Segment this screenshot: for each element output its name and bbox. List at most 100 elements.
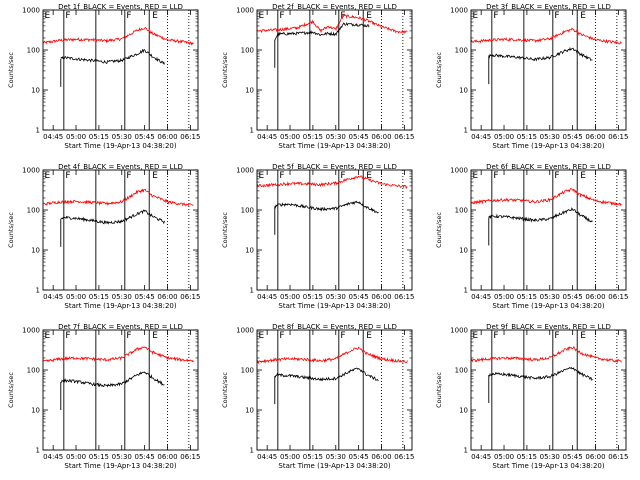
x-tick-label: 05:30: [326, 453, 346, 461]
x-tick-label: 05:00: [280, 293, 300, 301]
panel-4: Det 4f_BLACK = Events, RED = LLD Counts/s…: [7, 163, 200, 310]
x-tick-label: 06:00: [585, 293, 605, 301]
lld-series: [471, 345, 622, 364]
interval-marker: E: [45, 331, 51, 341]
x-tick-label: 06:00: [585, 133, 605, 141]
interval-marker: F: [65, 11, 70, 21]
interval-marker: E: [45, 11, 51, 21]
y-tick-label: 1000: [236, 7, 254, 15]
events-series: [274, 367, 379, 382]
x-axis-label: Start Time (19-Apr-13 04:38:20): [64, 462, 176, 470]
y-axis-label: Counts/sec: [221, 52, 229, 88]
x-axis-label: Start Time (19-Apr-13 04:38:20): [278, 142, 390, 150]
y-tick-label: 10: [459, 247, 468, 255]
plot-frame: [470, 9, 627, 131]
x-tick-label: 06:00: [157, 133, 177, 141]
panel-5: Det 5f_BLACK = Events, RED = LLD Counts/s…: [221, 163, 414, 310]
panel-7: Det 7f_BLACK = Events, RED = LLD Counts/s…: [7, 323, 200, 470]
x-tick-label: 04:45: [471, 293, 491, 301]
y-tick-label: 1: [464, 287, 468, 295]
interval-marker: E: [152, 11, 158, 21]
x-axis-label: Start Time (19-Apr-13 04:38:20): [64, 302, 176, 310]
x-tick-label: 06:00: [371, 293, 391, 301]
x-tick-label: 04:45: [257, 293, 277, 301]
x-tick-label: 05:45: [349, 293, 369, 301]
x-tick-label: 06:15: [608, 293, 628, 301]
x-tick-label: 05:45: [563, 293, 583, 301]
y-axis-label: Counts/sec: [7, 212, 15, 248]
x-axis-label: Start Time (19-Apr-13 04:38:20): [492, 142, 604, 150]
interval-marker: F: [493, 171, 498, 181]
x-axis-label: Start Time (19-Apr-13 04:38:20): [64, 142, 176, 150]
interval-marker: E: [259, 171, 265, 181]
x-tick-label: 05:00: [66, 293, 86, 301]
x-tick-label: 06:00: [371, 453, 391, 461]
y-tick-label: 1000: [450, 7, 468, 15]
y-tick-label: 100: [455, 367, 468, 375]
y-tick-label: 10: [245, 407, 254, 415]
x-axis-label: Start Time (19-Apr-13 04:38:20): [492, 462, 604, 470]
events-series: [60, 48, 165, 65]
x-axis-label: Start Time (19-Apr-13 04:38:20): [278, 462, 390, 470]
y-tick-label: 1000: [236, 327, 254, 335]
x-tick-label: 05:15: [517, 133, 537, 141]
interval-marker: F: [279, 331, 284, 341]
lld-series: [43, 188, 194, 207]
x-tick-label: 05:15: [517, 453, 537, 461]
plot-frame: [42, 169, 199, 291]
y-tick-label: 10: [245, 247, 254, 255]
interval-marker: E: [152, 331, 158, 341]
events-series: [274, 22, 370, 41]
x-tick-label: 05:30: [540, 133, 560, 141]
x-tick-label: 05:45: [135, 133, 155, 141]
lld-series: [471, 188, 622, 207]
interval-marker: E: [45, 171, 51, 181]
y-tick-label: 1: [464, 447, 468, 455]
x-tick-label: 06:15: [608, 133, 628, 141]
x-tick-label: 04:45: [471, 133, 491, 141]
panel-title: Det 9f_BLACK = Events, RED = LLD: [486, 323, 611, 331]
x-tick-label: 05:45: [349, 133, 369, 141]
y-axis-label: Counts/sec: [7, 52, 15, 88]
x-tick-label: 06:15: [394, 453, 414, 461]
y-tick-label: 1: [250, 447, 254, 455]
interval-marker: E: [259, 331, 265, 341]
x-tick-label: 05:45: [135, 453, 155, 461]
y-tick-label: 10: [459, 87, 468, 95]
y-tick-label: 10: [31, 87, 40, 95]
x-tick-label: 05:00: [280, 133, 300, 141]
x-tick-label: 05:30: [112, 453, 132, 461]
x-tick-label: 05:30: [540, 453, 560, 461]
lld-series: [257, 175, 408, 190]
y-tick-label: 100: [455, 47, 468, 55]
interval-marker: F: [126, 11, 131, 21]
plot-frame: [256, 329, 413, 451]
y-tick-label: 1: [250, 127, 254, 135]
x-tick-label: 05:00: [66, 133, 86, 141]
y-tick-label: 1000: [22, 7, 40, 15]
panel-title: Det 7f_BLACK = Events, RED = LLD: [58, 323, 183, 331]
x-tick-label: 05:00: [494, 293, 514, 301]
y-tick-label: 100: [241, 47, 254, 55]
x-tick-label: 06:15: [180, 453, 200, 461]
x-tick-label: 06:00: [585, 453, 605, 461]
x-tick-label: 05:30: [326, 293, 346, 301]
interval-marker: E: [580, 11, 586, 21]
events-series: [488, 366, 593, 382]
x-tick-label: 04:45: [257, 133, 277, 141]
x-tick-label: 05:30: [112, 133, 132, 141]
x-tick-label: 06:15: [608, 453, 628, 461]
x-tick-label: 04:45: [257, 453, 277, 461]
interval-marker: E: [366, 171, 372, 181]
panel-1: Det 1f_BLACK = Events, RED = LLD Counts/s…: [7, 3, 200, 150]
y-axis-label: Counts/sec: [221, 212, 229, 248]
panel-title: Det 8f_BLACK = Events, RED = LLD: [272, 323, 397, 331]
interval-marker: F: [554, 11, 559, 21]
panel-3: Det 3f_BLACK = Events, RED = LLD Counts/s…: [435, 3, 628, 150]
events-series: [488, 46, 593, 62]
x-tick-label: 05:30: [326, 133, 346, 141]
events-series: [60, 371, 165, 388]
events-series: [488, 207, 593, 223]
interval-marker: F: [65, 171, 70, 181]
panel-title: Det 4f_BLACK = Events, RED = LLD: [58, 163, 183, 171]
